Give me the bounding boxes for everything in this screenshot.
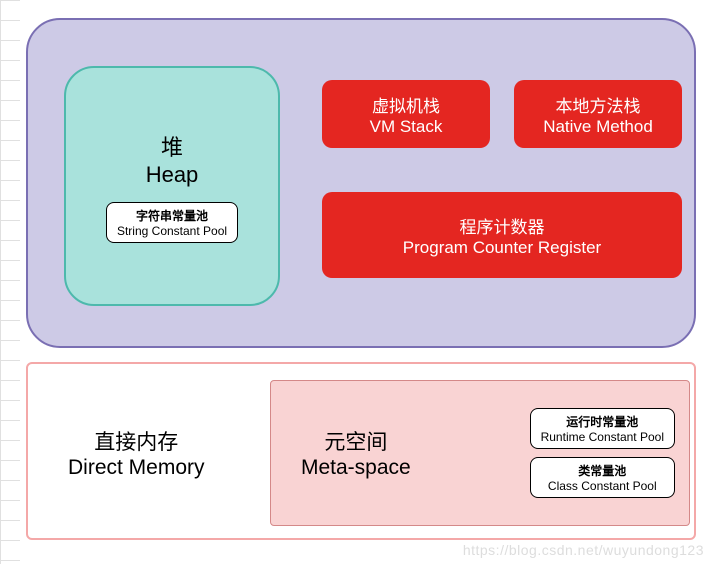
metaspace-pools: 运行时常量池 Runtime Constant Pool 类常量池 Class … bbox=[530, 408, 675, 498]
metaspace-title-cn: 元空间 bbox=[301, 426, 411, 456]
runtime-constant-pool: 运行时常量池 Runtime Constant Pool bbox=[530, 408, 675, 449]
direct-memory-en: Direct Memory bbox=[68, 456, 205, 480]
string-pool-en: String Constant Pool bbox=[117, 224, 227, 238]
direct-memory-cn: 直接内存 bbox=[68, 426, 205, 456]
jvm-memory-container: 堆 Heap 字符串常量池 String Constant Pool 虚拟机栈 … bbox=[26, 18, 696, 348]
class-constant-pool: 类常量池 Class Constant Pool bbox=[530, 457, 675, 498]
string-constant-pool: 字符串常量池 String Constant Pool bbox=[106, 202, 238, 243]
grid-background bbox=[0, 0, 20, 564]
native-method-en: Native Method bbox=[543, 117, 653, 137]
heap-title-cn: 堆 bbox=[146, 130, 199, 162]
string-pool-cn: 字符串常量池 bbox=[117, 207, 227, 224]
class-pool-en: Class Constant Pool bbox=[541, 479, 664, 493]
vm-stack-cn: 虚拟机栈 bbox=[372, 92, 440, 117]
pc-register-region: 程序计数器 Program Counter Register bbox=[322, 192, 682, 278]
native-method-region: 本地方法栈 Native Method bbox=[514, 80, 682, 148]
vm-stack-region: 虚拟机栈 VM Stack bbox=[322, 80, 490, 148]
metaspace-region: 元空间 Meta-space 运行时常量池 Runtime Constant P… bbox=[270, 380, 690, 526]
runtime-pool-cn: 运行时常量池 bbox=[541, 413, 664, 430]
class-pool-cn: 类常量池 bbox=[541, 462, 664, 479]
heap-title: 堆 Heap bbox=[146, 130, 199, 188]
direct-memory-label: 直接内存 Direct Memory bbox=[68, 426, 205, 480]
heap-region: 堆 Heap 字符串常量池 String Constant Pool bbox=[64, 66, 280, 306]
heap-title-en: Heap bbox=[146, 162, 199, 188]
metaspace-title: 元空间 Meta-space bbox=[301, 426, 411, 480]
native-method-cn: 本地方法栈 bbox=[556, 92, 641, 117]
watermark-text: https://blog.csdn.net/wuyundong123 bbox=[463, 542, 704, 558]
vm-stack-en: VM Stack bbox=[370, 117, 443, 137]
metaspace-title-en: Meta-space bbox=[301, 456, 411, 480]
pc-register-en: Program Counter Register bbox=[403, 238, 601, 258]
runtime-pool-en: Runtime Constant Pool bbox=[541, 430, 664, 444]
pc-register-cn: 程序计数器 bbox=[460, 213, 545, 238]
direct-memory-container: 直接内存 Direct Memory 元空间 Meta-space 运行时常量池… bbox=[26, 362, 696, 540]
